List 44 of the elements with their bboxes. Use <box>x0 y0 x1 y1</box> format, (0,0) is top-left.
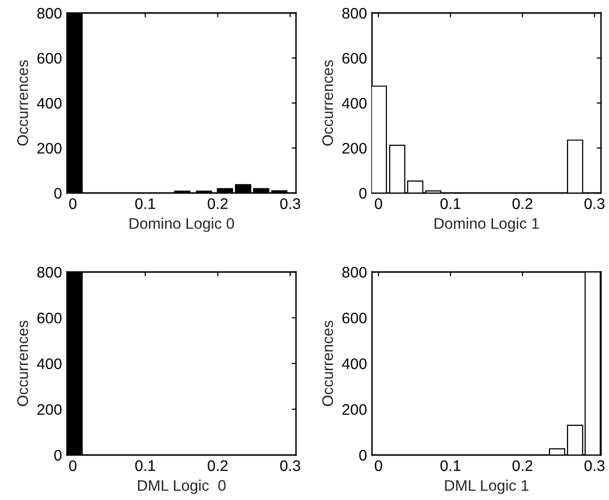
x-tick-label: 0.2 <box>208 198 228 210</box>
x-axis-title: Domino Logic 0 <box>130 218 234 232</box>
y-tick-label: 600 <box>342 52 367 64</box>
y-tick-label: 0 <box>54 188 62 199</box>
y-axis-title: Occurrences <box>17 320 28 406</box>
x-tick-label: 0.1 <box>135 460 156 472</box>
x-tick-label: 0.2 <box>208 460 228 472</box>
y-tick-label: 200 <box>342 404 367 415</box>
y-tick-label: 0 <box>359 188 367 199</box>
y-tick-label: 400 <box>37 358 62 370</box>
y-tick-label: 800 <box>37 8 62 19</box>
y-tick-label: 600 <box>37 52 62 64</box>
y-tick-label: 600 <box>37 312 62 324</box>
y-tick-label: 200 <box>37 142 62 154</box>
x-tick-label: 0.2 <box>512 198 532 210</box>
x-tick-label: 0.3 <box>584 460 604 472</box>
y-tick-label: 800 <box>342 8 367 19</box>
y-axis-title: Occurrences <box>322 60 334 146</box>
x-tick-label: 0.1 <box>440 460 460 472</box>
x-tick-label: 0 <box>374 198 382 210</box>
x-tick-label: 0.3 <box>280 198 300 210</box>
y-tick-label: 200 <box>37 404 62 415</box>
x-axis-title: DML Logic 1 <box>445 480 528 494</box>
y-tick-label: 800 <box>37 266 62 278</box>
y-tick-label: 600 <box>342 312 367 324</box>
y-tick-label: 200 <box>342 142 367 154</box>
y-axis-title: Occurrences <box>322 320 334 406</box>
x-tick-label: 0.3 <box>584 198 604 210</box>
x-tick-label: 0.2 <box>512 460 532 472</box>
x-tick-label: 0 <box>374 460 382 472</box>
y-tick-label: 0 <box>359 450 367 461</box>
y-tick-label: 0 <box>54 450 62 461</box>
y-tick-label: 400 <box>342 358 367 370</box>
y-tick-label: 400 <box>342 98 367 109</box>
y-tick-label: 400 <box>37 98 62 109</box>
x-axis-title: Domino Logic 1 <box>434 218 539 232</box>
y-tick-label: 800 <box>342 266 367 278</box>
x-tick-label: 0.1 <box>440 198 460 210</box>
x-axis-title: DML Logic 0 <box>138 480 226 494</box>
x-tick-label: 0 <box>69 460 76 472</box>
y-axis-title: Occurrences <box>17 60 28 146</box>
x-tick-label: 0.1 <box>135 198 156 210</box>
x-tick-label: 0.3 <box>280 460 300 472</box>
x-tick-label: 0 <box>69 198 76 210</box>
